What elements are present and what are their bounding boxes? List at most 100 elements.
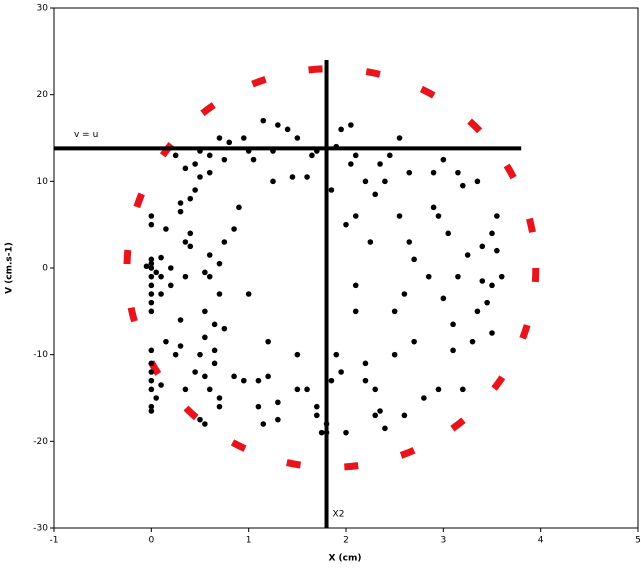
x-tick-label: 5 [635,536,641,546]
point [401,412,408,419]
point [348,122,354,128]
point [206,386,213,393]
point [304,174,310,180]
point [362,377,369,384]
y-tick-label: 0 [42,264,48,274]
point [221,239,228,245]
x-tick-label: 1 [246,536,252,546]
point [206,169,213,176]
point [148,282,155,289]
point [158,291,164,297]
point [455,273,461,280]
point [250,156,257,163]
point [172,351,179,358]
y-tick-label: 30 [37,4,49,14]
point [440,156,447,163]
point [158,382,164,388]
point [270,178,276,185]
point [352,152,359,159]
x-tick-label: 4 [538,536,544,546]
point [479,278,486,284]
point [236,204,242,211]
point [352,213,359,219]
point [187,195,194,202]
point [352,282,359,289]
point [348,161,354,167]
point [372,386,379,393]
point [338,126,344,133]
x-tick-label: 3 [440,536,446,546]
point [182,386,189,393]
point [445,230,452,237]
point [177,200,184,206]
x-tick-label: -1 [50,536,59,546]
point [148,360,155,367]
point [216,135,223,141]
point [362,178,369,185]
point [304,386,310,393]
point [211,360,218,367]
point [489,230,495,237]
point [148,403,155,410]
point [309,152,315,159]
point [158,254,164,261]
point [391,351,398,358]
point [148,260,155,267]
point [406,239,413,245]
point [494,213,500,219]
point [216,291,223,297]
point [265,373,271,380]
point [367,239,374,245]
point [177,343,184,349]
point [265,338,271,345]
point [450,347,456,354]
y-tick-label: -30 [33,524,48,534]
point [391,308,398,315]
vline-label: X2 [333,510,345,520]
point [328,377,335,384]
point [241,377,247,384]
point [211,321,218,328]
point [241,135,247,141]
point [489,330,495,336]
point [197,174,203,180]
point [197,416,203,423]
point [148,308,155,315]
point [469,338,476,345]
point [333,351,340,358]
point [148,213,155,219]
point [245,291,252,297]
point [226,139,232,146]
point [275,122,281,128]
point [221,325,228,332]
point [216,260,223,267]
point [158,273,164,280]
point [489,282,495,289]
point [440,295,447,302]
point [382,425,388,432]
point [294,386,301,393]
point [352,308,359,315]
point [260,117,267,124]
point [314,403,320,410]
point [148,377,155,384]
point [455,169,461,176]
point [148,369,155,375]
x-axis-label: X (cm) [328,554,361,564]
point [372,191,379,198]
point [401,291,408,297]
point [474,178,481,185]
point [260,421,267,427]
point [484,299,490,306]
y-tick-label: 10 [37,177,49,187]
point [338,369,344,375]
point [460,386,466,393]
point [435,386,442,393]
point [148,299,155,306]
point [148,265,155,271]
point [202,421,208,427]
point [182,239,189,245]
point [377,161,383,167]
point [148,221,155,228]
